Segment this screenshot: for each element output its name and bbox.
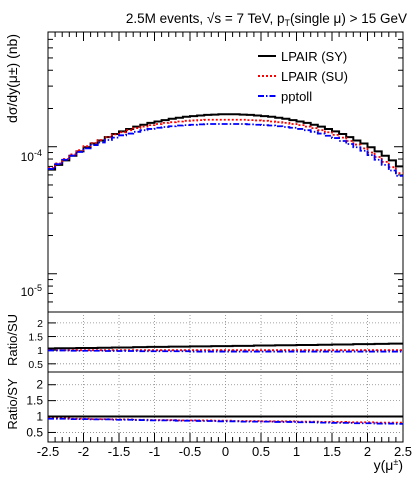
ratio-su-y-axis-label: Ratio/SU	[5, 314, 20, 366]
ratio-su-y-tick-label: 2	[37, 318, 43, 330]
ratio-su-series-group	[48, 342, 403, 353]
x-tick-label: -1	[149, 444, 161, 459]
main-series-pptoll	[48, 123, 403, 177]
ratio-su-series-lpair-sy	[48, 342, 403, 350]
main-series-group	[48, 113, 403, 177]
ratio-su-y-tick-label: 0.5	[28, 359, 43, 371]
legend: LPAIR (SY) LPAIR (SU) pptoll	[258, 49, 348, 104]
legend-label-lpair-su: LPAIR (SU)	[281, 69, 348, 84]
ratio-su-y-tick-label: 1	[37, 345, 43, 357]
ratio-su-series-pptoll	[48, 349, 403, 353]
ratio-sy-y-tick-label: 0.5	[26, 425, 43, 439]
ratio-sy-y-tick-label: 1	[36, 410, 43, 424]
ratio-sy-series-group	[48, 415, 403, 425]
ratio-sy-series-pptoll	[48, 417, 403, 425]
x-axis-ticks: -2.5 -2 -1.5 -1 -0.5 0 0.5 1 1.5 2 2.5	[37, 32, 412, 459]
ratio-sy-y-tick-label: 1.5	[26, 394, 43, 408]
x-tick-label: 1	[293, 444, 300, 459]
ratio-sy-y-axis-label: Ratio/SY	[5, 378, 20, 430]
chart-title: 2.5M events, √s = 7 TeV, pT(single μ) > …	[126, 11, 407, 28]
legend-label-pptoll: pptoll	[281, 89, 312, 104]
x-tick-label: -0.5	[179, 444, 201, 459]
x-tick-label: -2	[78, 444, 90, 459]
x-axis-label: y(μ±)	[374, 457, 403, 473]
ratio-sy-y-tick-label: 2	[36, 378, 43, 392]
x-tick-label: 1.5	[323, 444, 341, 459]
x-tick-label: 0	[222, 444, 229, 459]
main-y-axis-label: dσ/dy(μ±) (nb)	[4, 34, 20, 123]
x-tick-label: -2.5	[37, 444, 59, 459]
x-tick-label: -1.5	[108, 444, 130, 459]
x-tick-label: 2.5	[394, 444, 412, 459]
legend-label-lpair-sy: LPAIR (SY)	[281, 49, 347, 64]
x-tick-label: 2	[364, 444, 371, 459]
ratio-su-y-tick-label: 1.5	[28, 332, 43, 344]
main-series-lpair-su	[48, 118, 403, 174]
x-tick-label: 0.5	[252, 444, 270, 459]
